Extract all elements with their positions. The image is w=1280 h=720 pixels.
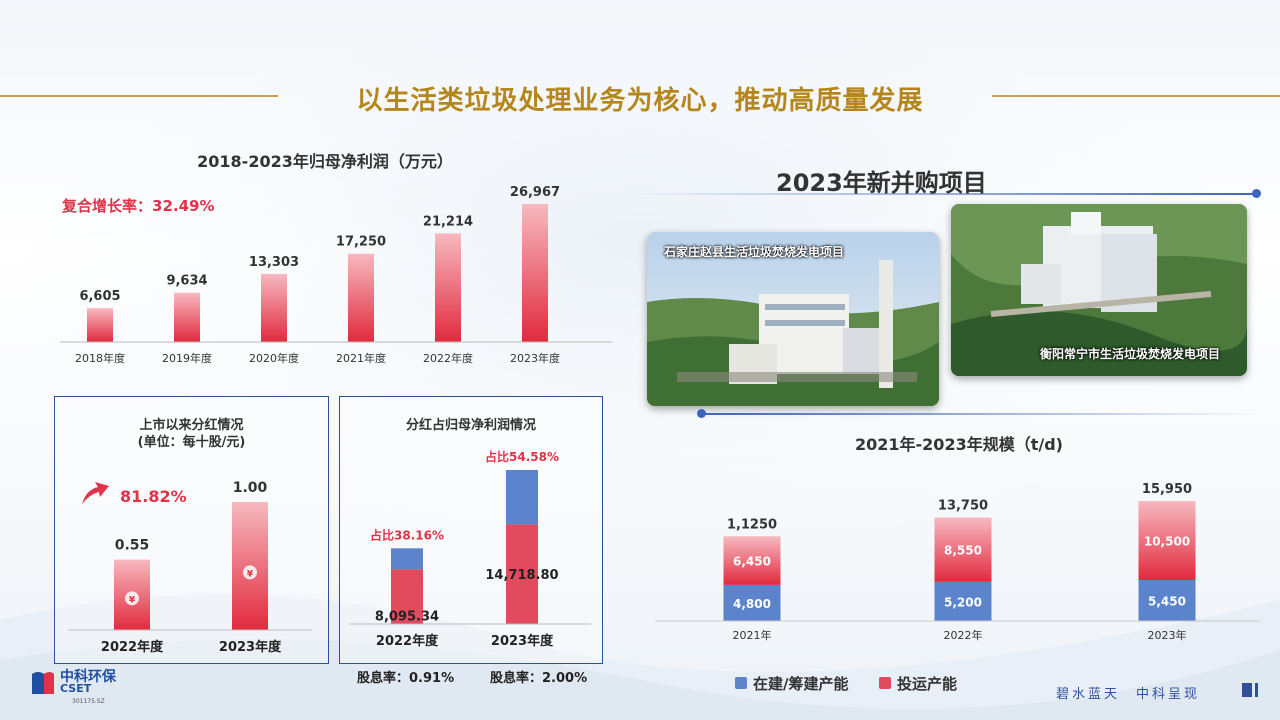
company-logo: 中科环保 CSET 301175.SZ — [30, 668, 130, 708]
cagr-label: 复合增长率：32.49% — [62, 197, 215, 215]
dividend-category-label: 2023年度 — [219, 639, 282, 655]
legend-swatch-operation — [879, 677, 891, 689]
slogan: 碧水蓝天 中科呈现 — [1056, 687, 1201, 702]
construction-value-label: 5,200 — [944, 595, 982, 609]
ratio-chart-title: 分红占归母净利润情况 — [405, 418, 536, 433]
profit-category-label: 2023年度 — [510, 351, 560, 365]
growth-arrow-icon — [78, 478, 112, 512]
legend-operation-label: 投运产能 — [897, 675, 958, 693]
page-title: 以生活类垃圾处理业务为核心，推动高质量发展 — [356, 86, 924, 116]
construction-value-label: 4,800 — [733, 597, 771, 611]
profit-value-label: 6,605 — [79, 289, 120, 304]
operation-value-label: 8,550 — [944, 544, 982, 558]
corner-bar-decoration-2 — [1255, 683, 1258, 697]
profit-segment-bar — [391, 569, 423, 624]
construction-capacity-bar — [934, 581, 992, 621]
profit-value-label: 21,214 — [423, 214, 473, 229]
dividend-yield-2022: 股息率：0.91% — [357, 671, 455, 686]
profit-chart-title: 2018-2023年归母净利润（万元） — [197, 152, 453, 171]
ratio-category-label: 2023年度 — [491, 633, 554, 649]
dividend-value-label: 0.55 — [115, 538, 150, 554]
scale-category-label: 2022年 — [944, 628, 983, 642]
profit-value-label: 13,303 — [249, 255, 299, 270]
stock-code: 301175.SZ — [72, 698, 105, 705]
dividend-segment-bar — [391, 548, 423, 570]
scale-chart-title: 2021年-2023年规模（t/d) — [855, 435, 1063, 454]
profit-category-label: 2019年度 — [162, 351, 212, 365]
logo-text-en: CSET — [60, 682, 92, 695]
dividend-chart: ¥0.55 2022年度 ¥1.00 2023年度 — [68, 480, 312, 655]
profit-bar — [522, 204, 548, 342]
scale-category-label: 2023年 — [1148, 628, 1187, 642]
profit-value-label: 8,095.34 — [375, 610, 439, 625]
profit-bar — [261, 273, 287, 342]
dividend-chart-title: 上市以来分红情况 — [139, 418, 244, 433]
construction-value-label: 5,450 — [1148, 594, 1186, 608]
profit-segment-bar — [506, 524, 538, 624]
dividend-panel — [54, 396, 329, 664]
operation-capacity-bar — [723, 536, 781, 585]
profit-category-label: 2022年度 — [423, 351, 473, 365]
yuan-coin-icon — [243, 565, 257, 580]
total-capacity-label: 15,950 — [1142, 482, 1192, 497]
corner-bar-decoration — [1242, 683, 1252, 697]
ratio-chart: 8,095.34 占比38.16% 2022年度 14,718.80 占比54.58% 2… — [349, 449, 591, 649]
dividend-segment-bar — [506, 470, 538, 525]
ratio-panel — [339, 396, 603, 664]
project-photo-changning — [951, 204, 1247, 376]
dividend-value-label: 1.00 — [233, 480, 268, 496]
project-caption-zhaoxian: 石家庄赵县生活垃圾焚烧发电项目 — [664, 245, 845, 259]
scale-chart: 4,800 6,450 1,1250 2021年 5,200 8,550 13,750 202… — [655, 482, 1260, 642]
scale-rule-dot — [697, 409, 706, 418]
profit-value-label: 9,634 — [166, 274, 207, 289]
legend-construction-label: 在建/筹建产能 — [753, 675, 849, 693]
operation-value-label: 6,450 — [733, 555, 771, 569]
operation-capacity-bar — [1138, 501, 1196, 580]
profit-chart: 6,605 2018年度 9,634 2019年度 13,303 2020年度 17,250… — [60, 185, 612, 365]
yuan-glyph: ¥ — [247, 569, 254, 579]
profit-category-label: 2020年度 — [249, 351, 299, 365]
profit-bar — [435, 233, 461, 342]
profit-category-label: 2021年度 — [336, 351, 386, 365]
profit-bar — [348, 253, 374, 342]
scale-category-label: 2021年 — [733, 628, 772, 642]
logo-mark-icon — [32, 672, 54, 694]
acquisitions-rule — [630, 193, 1258, 195]
title-rule-left — [0, 95, 278, 97]
profit-value-label: 26,967 — [510, 185, 560, 200]
legend-swatch-construction — [735, 677, 747, 689]
profit-bar — [174, 292, 200, 342]
operation-capacity-bar — [934, 517, 992, 582]
total-capacity-label: 13,750 — [938, 499, 988, 514]
profit-category-label: 2018年度 — [75, 351, 125, 365]
dividend-yield-2023: 股息率：2.00% — [490, 671, 588, 686]
construction-capacity-bar — [723, 584, 781, 621]
acquisitions-rule-dot — [1252, 189, 1261, 198]
project-photo-zhaoxian — [647, 232, 939, 406]
title-rule-right — [992, 95, 1280, 97]
operation-value-label: 10,500 — [1144, 534, 1190, 548]
scale-rule — [700, 413, 1260, 415]
construction-capacity-bar — [1138, 579, 1196, 621]
logo-text-cn: 中科环保 — [60, 669, 116, 685]
project-caption-changning: 衡阳常宁市生活垃圾焚烧发电项目 — [1040, 347, 1221, 361]
profit-value-label: 14,718.80 — [485, 568, 558, 583]
total-capacity-label: 1,1250 — [727, 517, 777, 532]
yuan-coin-icon — [125, 591, 139, 606]
profit-bar — [87, 308, 113, 342]
dividend-category-label: 2022年度 — [101, 639, 164, 655]
share-percentage-label: 占比38.16% — [370, 527, 444, 542]
yuan-glyph: ¥ — [129, 595, 136, 605]
share-percentage-label: 占比54.58% — [485, 449, 559, 464]
acquisitions-title: 2023年新并购项目 — [776, 169, 987, 197]
dividend-chart-subtitle: (单位：每十股/元) — [137, 435, 246, 450]
profit-value-label: 17,250 — [336, 235, 386, 250]
ratio-category-label: 2022年度 — [376, 633, 439, 649]
dividend-growth: 81.82% — [120, 487, 187, 506]
